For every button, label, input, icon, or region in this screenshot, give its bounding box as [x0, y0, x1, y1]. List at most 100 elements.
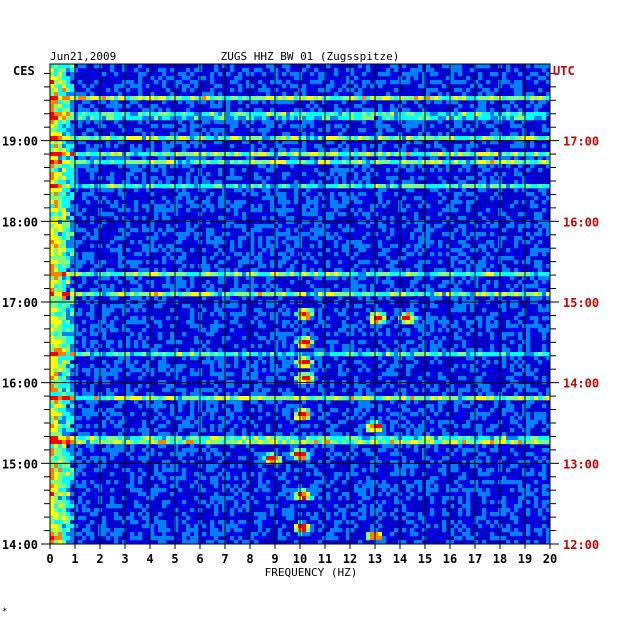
- heatmap-cell: [254, 160, 259, 165]
- heatmap-cell: [386, 68, 391, 73]
- heatmap-cell: [466, 264, 471, 269]
- heatmap-cell: [278, 240, 283, 245]
- heatmap-cell: [278, 332, 283, 337]
- heatmap-cell: [482, 152, 487, 157]
- heatmap-cell: [270, 260, 275, 265]
- heatmap-cell: [274, 68, 279, 73]
- heatmap-cell: [66, 256, 71, 261]
- heatmap-cell: [162, 260, 167, 265]
- heatmap-cell: [114, 72, 119, 77]
- heatmap-cell: [454, 248, 459, 253]
- heatmap-cell: [146, 248, 151, 253]
- heatmap-cell: [430, 188, 435, 193]
- heatmap-cell: [146, 208, 151, 213]
- heatmap-cell: [494, 280, 499, 285]
- heatmap-cell: [58, 348, 63, 353]
- heatmap-cell: [382, 112, 387, 117]
- heatmap-cell: [78, 344, 83, 349]
- heatmap-cell: [134, 184, 139, 189]
- heatmap-cell: [470, 152, 475, 157]
- heatmap-cell: [290, 264, 295, 269]
- heatmap-cell: [350, 96, 355, 101]
- heatmap-cell: [246, 144, 251, 149]
- heatmap-cell: [330, 160, 335, 165]
- heatmap-cell: [414, 72, 419, 77]
- heatmap-cell: [206, 204, 211, 209]
- heatmap-cell: [466, 332, 471, 337]
- heatmap-cell: [446, 244, 451, 249]
- heatmap-cell: [338, 312, 343, 317]
- heatmap-cell: [130, 116, 135, 121]
- heatmap-cell: [286, 204, 291, 209]
- heatmap-cell: [146, 244, 151, 249]
- heatmap-cell: [422, 80, 427, 85]
- heatmap-cell: [150, 220, 155, 225]
- heatmap-cell: [62, 92, 67, 97]
- heatmap-cell: [302, 308, 307, 313]
- heatmap-cell: [342, 180, 347, 185]
- heatmap-cell: [530, 144, 535, 149]
- heatmap-cell: [142, 204, 147, 209]
- heatmap-cell: [274, 104, 279, 109]
- heatmap-cell: [62, 180, 67, 185]
- heatmap-cell: [130, 272, 135, 277]
- heatmap-cell: [126, 272, 131, 277]
- heatmap-cell: [158, 352, 163, 357]
- heatmap-cell: [70, 328, 75, 333]
- heatmap-cell: [434, 296, 439, 301]
- heatmap-cell: [454, 336, 459, 341]
- heatmap-cell: [458, 328, 463, 333]
- heatmap-cell: [486, 96, 491, 101]
- heatmap-cell: [526, 220, 531, 225]
- heatmap-cell: [518, 172, 523, 177]
- heatmap-cell: [238, 352, 243, 357]
- heatmap-cell: [434, 260, 439, 265]
- heatmap-cell: [494, 184, 499, 189]
- heatmap-cell: [510, 132, 515, 137]
- heatmap-cell: [334, 268, 339, 273]
- heatmap-cell: [306, 336, 311, 341]
- heatmap-cell: [418, 196, 423, 201]
- heatmap-cell: [322, 88, 327, 93]
- heatmap-cell: [58, 324, 63, 329]
- heatmap-cell: [142, 268, 147, 273]
- heatmap-cell: [258, 184, 263, 189]
- heatmap-cell: [222, 96, 227, 101]
- heatmap-cell: [330, 80, 335, 85]
- heatmap-cell: [170, 144, 175, 149]
- heatmap-cell: [266, 64, 271, 69]
- heatmap-cell: [158, 64, 163, 69]
- heatmap-cell: [486, 160, 491, 165]
- heatmap-cell: [534, 296, 539, 301]
- heatmap-cell: [210, 104, 215, 109]
- heatmap-cell: [338, 296, 343, 301]
- heatmap-cell: [238, 336, 243, 341]
- heatmap-cell: [178, 264, 183, 269]
- heatmap-cell: [62, 204, 67, 209]
- heatmap-cell: [358, 284, 363, 289]
- heatmap-cell: [458, 120, 463, 125]
- heatmap-cell: [50, 292, 55, 297]
- heatmap-cell: [270, 184, 275, 189]
- heatmap-cell: [50, 180, 55, 185]
- heatmap-cell: [338, 328, 343, 333]
- heatmap-cell: [354, 116, 359, 121]
- heatmap-cell: [202, 260, 207, 265]
- heatmap-cell: [58, 172, 63, 177]
- heatmap-cell: [58, 180, 63, 185]
- heatmap-cell: [282, 312, 287, 317]
- heatmap-cell: [370, 268, 375, 273]
- heatmap-cell: [426, 64, 431, 69]
- heatmap-cell: [338, 112, 343, 117]
- heatmap-cell: [162, 144, 167, 149]
- heatmap-cell: [238, 324, 243, 329]
- heatmap-cell: [202, 184, 207, 189]
- heatmap-cell: [530, 116, 535, 121]
- heatmap-cell: [186, 208, 191, 213]
- heatmap-cell: [166, 180, 171, 185]
- heatmap-cell: [502, 136, 507, 141]
- heatmap-cell: [150, 144, 155, 149]
- heatmap-cell: [494, 228, 499, 233]
- heatmap-cell: [62, 248, 67, 253]
- heatmap-cell: [78, 164, 83, 169]
